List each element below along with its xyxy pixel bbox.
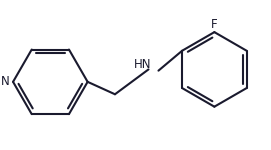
Text: N: N [1,75,10,88]
Text: HN: HN [134,58,151,71]
Text: F: F [211,18,218,31]
